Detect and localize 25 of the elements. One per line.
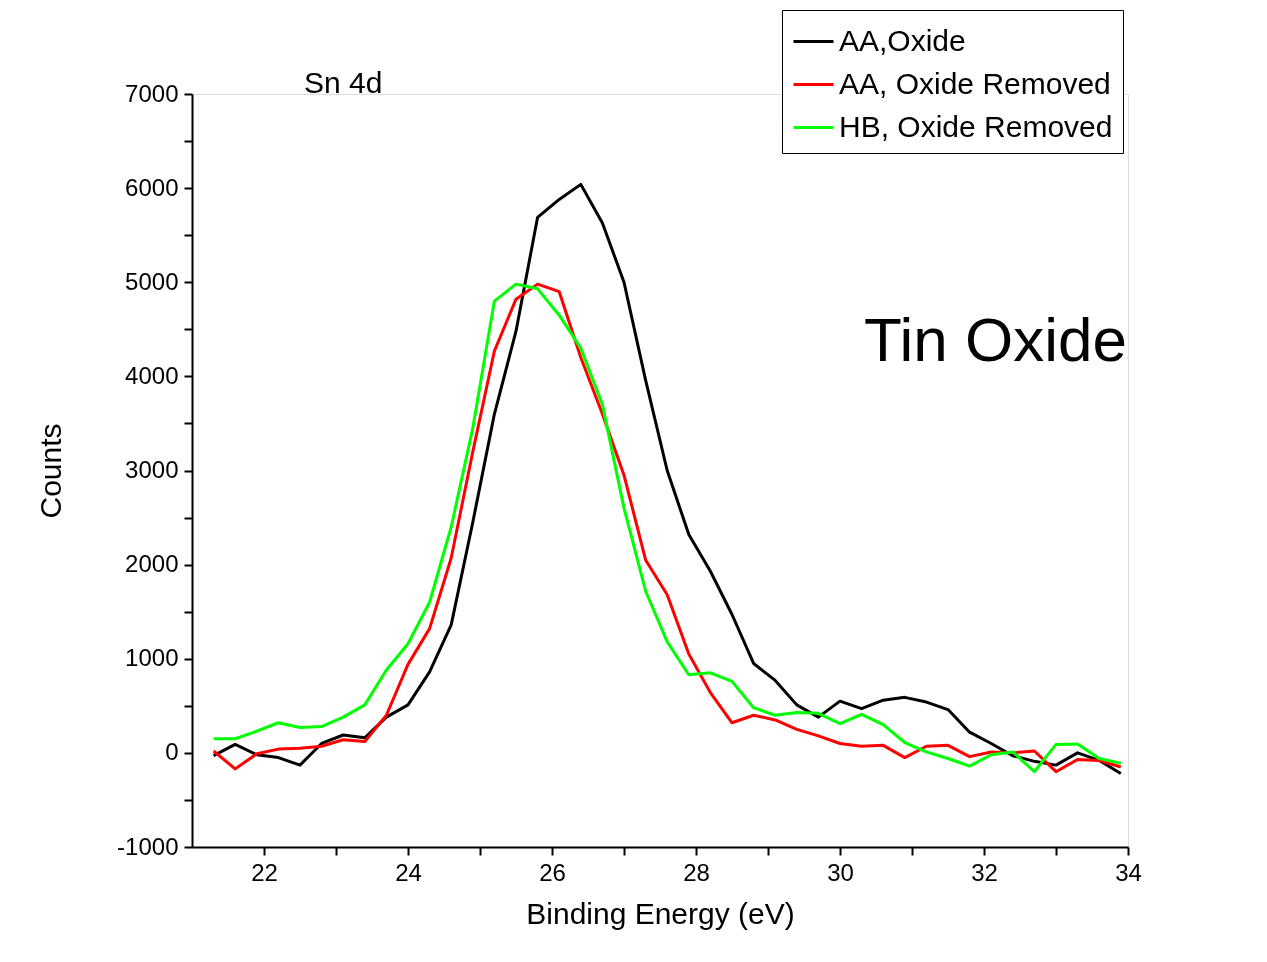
y-axis-title: Counts	[34, 423, 68, 519]
annotation: Tin Oxide	[864, 305, 1128, 374]
annotation: Sn 4d	[304, 66, 383, 99]
x-tick-label: 30	[827, 858, 854, 886]
legend-label: HB, Oxide Removed	[839, 109, 1113, 143]
y-tick-label: 5000	[125, 267, 179, 295]
y-tick-label: 2000	[125, 550, 179, 578]
y-tick-label: 1000	[125, 644, 179, 672]
y-tick-label: 0	[165, 738, 179, 766]
y-tick-label: -1000	[117, 832, 179, 860]
line-series	[212, 182, 1123, 776]
legend-label: AA, Oxide Removed	[839, 66, 1111, 100]
line-series	[212, 282, 1123, 774]
y-tick-label: 3000	[125, 456, 179, 483]
legend-label: AA,Oxide	[839, 23, 966, 57]
x-tick-label: 28	[683, 858, 710, 886]
y-tick-label: 6000	[125, 173, 179, 201]
x-axis-title: Binding Energy (eV)	[526, 896, 795, 930]
y-tick-label: 7000	[125, 79, 179, 107]
x-tick-label: 34	[1115, 858, 1142, 886]
x-tick-label: 32	[971, 858, 998, 886]
x-tick-label: 26	[539, 858, 566, 886]
x-tick-label: 22	[251, 858, 278, 886]
x-tick-label: 24	[395, 858, 422, 886]
y-tick-label: 4000	[125, 361, 179, 389]
